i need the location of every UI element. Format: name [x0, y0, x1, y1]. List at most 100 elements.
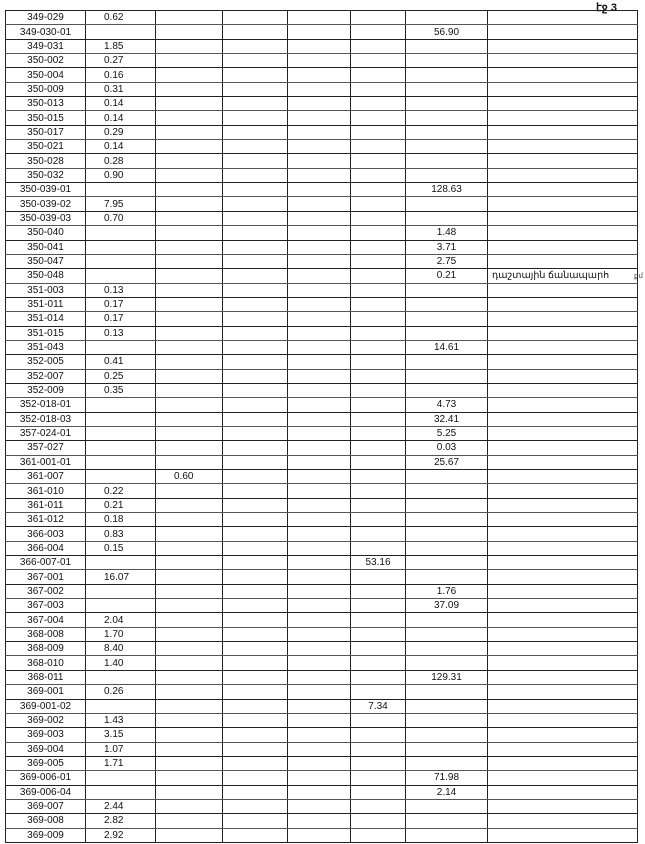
table-row: 367-004 2.04: [5, 612, 638, 628]
note-cell: [487, 655, 638, 671]
area-col-7-cell: 0.03: [405, 440, 488, 456]
area-col-5-cell: [287, 67, 351, 83]
note-cell: [487, 139, 638, 155]
area-col-7-cell: 1.48: [405, 225, 488, 241]
table-row: 369-005 1.71: [5, 755, 638, 772]
area-col-2-cell: [85, 583, 156, 600]
area-col-3-cell: [155, 770, 223, 786]
area-col-4-cell: [222, 382, 288, 399]
area-col-4-cell: [222, 81, 288, 98]
area-col-3-cell: [155, 755, 223, 772]
table-row: 368-011 129.31: [5, 669, 638, 686]
area-col-3-cell: [155, 684, 223, 700]
area-col-5-cell: [287, 770, 351, 786]
table-row: 350-009 0.31: [5, 81, 638, 98]
area-col-3-cell: [155, 727, 223, 743]
table-row: 349-029 0.62: [5, 9, 638, 26]
parcel-code-cell: 351-043: [5, 339, 86, 356]
area-col-5-cell: [287, 139, 351, 155]
area-col-7-cell: 4.73: [405, 397, 488, 413]
area-col-3-cell: [155, 182, 223, 198]
area-col-2-cell: 0.90: [85, 167, 156, 184]
area-col-3-cell: [155, 569, 223, 585]
area-col-7-cell: 25.67: [405, 454, 488, 471]
area-col-2-cell: 8.40: [85, 641, 156, 657]
area-col-4-cell: [222, 354, 288, 370]
note-cell: [487, 483, 638, 499]
area-col-3-cell: [155, 440, 223, 456]
area-col-6-cell: [350, 626, 406, 643]
area-col-7-cell: 2.14: [405, 784, 488, 800]
area-col-6-cell: [350, 196, 406, 212]
note-cell: [487, 512, 638, 528]
note-cell: [487, 225, 638, 241]
area-col-6-cell: [350, 784, 406, 800]
parcel-code-cell: 361-007: [5, 468, 86, 485]
parcel-table: 349-029 0.62 349-030-01 56.90 349-031 1.85 350…: [5, 9, 638, 843]
area-col-4-cell: [222, 225, 288, 241]
area-col-3-cell: [155, 827, 223, 843]
area-col-3-cell: [155, 139, 223, 155]
table-row: 357-024-01 5.25: [5, 425, 638, 442]
parcel-code-cell: 367-002: [5, 583, 86, 600]
area-col-4-cell: [222, 24, 288, 40]
area-col-6-cell: 7.34: [350, 698, 406, 714]
area-col-5-cell: [287, 354, 351, 370]
area-col-3-cell: [155, 741, 223, 757]
table-row: 352-005 0.41: [5, 354, 638, 370]
area-col-5-cell: [287, 569, 351, 585]
parcel-code-cell: 369-001-02: [5, 698, 86, 714]
area-col-5-cell: [287, 124, 351, 141]
table-row: 350-048 0.21 դաշտային ճանապարհ: [5, 268, 638, 284]
area-col-2-cell: 0.31: [85, 81, 156, 98]
area-col-7-cell: 3.71: [405, 239, 488, 255]
note-cell: [487, 540, 638, 557]
area-col-2-cell: 0.29: [85, 124, 156, 141]
note-cell: [487, 339, 638, 356]
area-col-4-cell: [222, 210, 288, 227]
note-cell: [487, 196, 638, 212]
area-col-6-cell: [350, 182, 406, 198]
area-col-5-cell: [287, 813, 351, 829]
area-col-4-cell: [222, 569, 288, 585]
area-col-4-cell: [222, 497, 288, 514]
area-col-7-cell: [405, 655, 488, 671]
note-cell: [487, 167, 638, 184]
area-col-3-cell: [155, 454, 223, 471]
table-row: 349-030-01 56.90: [5, 24, 638, 40]
parcel-code-cell: 352-009: [5, 382, 86, 399]
area-col-5-cell: [287, 253, 351, 270]
area-col-5-cell: [287, 268, 351, 284]
area-col-6-cell: [350, 411, 406, 427]
area-col-4-cell: [222, 712, 288, 729]
table-row: 352-018-03 32.41: [5, 411, 638, 427]
table-row: 350-004 0.16: [5, 67, 638, 83]
area-col-2-cell: [85, 239, 156, 255]
area-col-6-cell: [350, 9, 406, 26]
area-col-6-cell: [350, 712, 406, 729]
area-col-7-cell: [405, 569, 488, 585]
area-col-5-cell: [287, 583, 351, 600]
area-col-5-cell: [287, 483, 351, 499]
area-col-2-cell: 0.21: [85, 497, 156, 514]
area-col-2-cell: 0.17: [85, 296, 156, 313]
note-cell: [487, 798, 638, 815]
table-row: 361-007 0.60: [5, 468, 638, 485]
parcel-code-cell: 350-021: [5, 139, 86, 155]
area-col-6-cell: [350, 813, 406, 829]
area-col-5-cell: [287, 784, 351, 800]
area-col-4-cell: [222, 397, 288, 413]
area-col-2-cell: 16.07: [85, 569, 156, 585]
table-row: 369-001 0.26: [5, 684, 638, 700]
parcel-code-cell: 350-040: [5, 225, 86, 241]
parcel-code-cell: 350-039-03: [5, 210, 86, 227]
area-col-2-cell: 0.22: [85, 483, 156, 499]
table-row: 361-010 0.22: [5, 483, 638, 499]
area-col-4-cell: [222, 67, 288, 83]
area-col-4-cell: [222, 167, 288, 184]
area-col-3-cell: [155, 325, 223, 341]
area-col-7-cell: [405, 354, 488, 370]
table-row: 369-003 3.15: [5, 727, 638, 743]
area-col-5-cell: [287, 411, 351, 427]
area-col-7-cell: [405, 139, 488, 155]
